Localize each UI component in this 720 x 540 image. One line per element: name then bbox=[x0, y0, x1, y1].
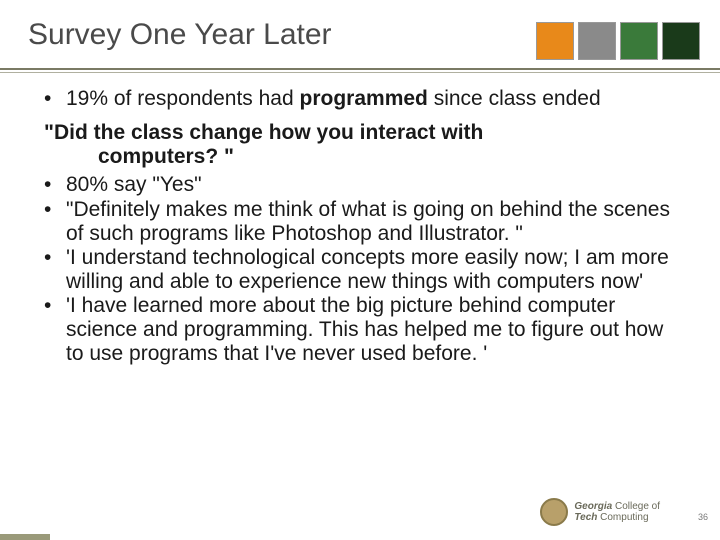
logo-tile-3 bbox=[620, 22, 658, 60]
footer-logo: Georgia College of Tech Computing bbox=[540, 498, 660, 526]
intro-bullet-text: 19% of respondents had programmed since … bbox=[66, 87, 601, 111]
question-line-1: "Did the class change how you interact w… bbox=[44, 121, 676, 145]
accent-bar bbox=[0, 534, 50, 540]
bullet-dot-icon: • bbox=[44, 294, 66, 318]
list-item: • "Definitely makes me think of what is … bbox=[44, 198, 676, 246]
list-item: • 'I have learned more about the big pic… bbox=[44, 294, 676, 366]
seal-icon bbox=[540, 498, 568, 526]
footer-org1: Georgia bbox=[574, 501, 612, 512]
logo-tile-1 bbox=[536, 22, 574, 60]
intro-bullet: • 19% of respondents had programmed sinc… bbox=[44, 87, 676, 111]
bullet-text: 'I have learned more about the big pictu… bbox=[66, 294, 676, 366]
title-row: Survey One Year Later bbox=[0, 0, 720, 68]
page-number: 36 bbox=[698, 512, 708, 522]
logo-strip bbox=[536, 22, 700, 60]
question-line-2: computers? " bbox=[44, 145, 676, 169]
bullet-text: 80% say "Yes" bbox=[66, 173, 202, 197]
logo-tile-2 bbox=[578, 22, 616, 60]
footer-org4: Computing bbox=[600, 512, 648, 523]
bullet-text: "Definitely makes me think of what is go… bbox=[66, 198, 676, 246]
intro-bold: programmed bbox=[300, 87, 428, 110]
slide-title: Survey One Year Later bbox=[28, 18, 536, 52]
list-item: • 'I understand technological concepts m… bbox=[44, 246, 676, 294]
bullet-dot-icon: • bbox=[44, 173, 66, 197]
intro-post: since class ended bbox=[428, 87, 601, 110]
bullet-dot-icon: • bbox=[44, 87, 66, 111]
list-item: • 80% say "Yes" bbox=[44, 173, 676, 197]
divider bbox=[0, 68, 720, 70]
bullet-dot-icon: • bbox=[44, 246, 66, 270]
question-heading: "Did the class change how you interact w… bbox=[44, 121, 676, 169]
footer-text: Georgia College of Tech Computing bbox=[574, 501, 660, 523]
content-area: • 19% of respondents had programmed sinc… bbox=[0, 73, 720, 367]
footer-org3: College of bbox=[615, 501, 660, 512]
footer-org2: Tech bbox=[574, 512, 597, 523]
bullet-dot-icon: • bbox=[44, 198, 66, 222]
bullet-text: 'I understand technological concepts mor… bbox=[66, 246, 676, 294]
logo-tile-4 bbox=[662, 22, 700, 60]
slide: Survey One Year Later • 19% of responden… bbox=[0, 0, 720, 540]
intro-pre: 19% of respondents had bbox=[66, 87, 300, 110]
sub-bullet-list: • 80% say "Yes" • "Definitely makes me t… bbox=[44, 173, 676, 366]
